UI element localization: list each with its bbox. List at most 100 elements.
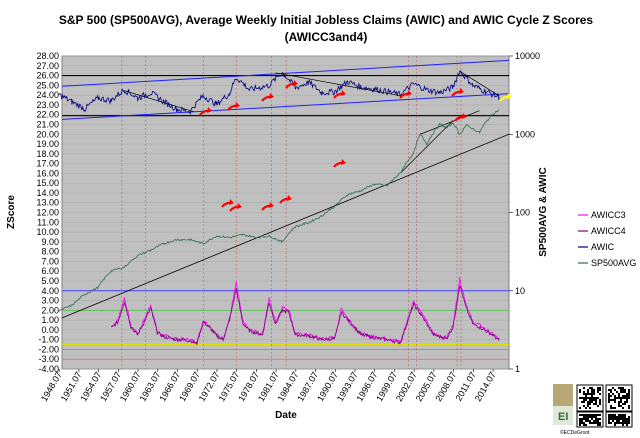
qr-module xyxy=(622,420,624,422)
qr-module xyxy=(610,407,612,409)
x-axis-ticks: 1948.071951.071954.071957.071960.071963.… xyxy=(39,369,498,403)
qr-module xyxy=(618,401,620,403)
qr-module xyxy=(618,403,620,405)
qr-module xyxy=(591,395,593,397)
qr-module xyxy=(628,397,630,399)
qr-module xyxy=(624,391,626,393)
qr-module xyxy=(593,399,595,401)
qr-module xyxy=(593,414,595,416)
qr-module xyxy=(622,422,624,424)
qr-module xyxy=(599,393,601,395)
cycle-vlines xyxy=(121,56,462,369)
qr-module xyxy=(599,422,601,424)
qr-module xyxy=(628,393,630,395)
qr-module xyxy=(628,395,630,397)
y2-tick-label: 10 xyxy=(515,286,525,296)
qr-module xyxy=(628,389,630,391)
qr-module xyxy=(624,395,626,397)
legend-label: AWIC xyxy=(591,242,615,252)
y-tick-label: 10.00 xyxy=(36,227,59,237)
qr-module xyxy=(608,389,610,391)
qr-module xyxy=(610,391,612,393)
qr-module xyxy=(624,414,626,416)
qr-module xyxy=(608,393,610,395)
qr-module xyxy=(608,418,610,420)
y-tick-label: 7.00 xyxy=(41,256,59,266)
qr-module xyxy=(587,405,589,407)
qr-module xyxy=(593,389,595,391)
qr-module xyxy=(620,414,622,416)
qr-module xyxy=(624,422,626,424)
qr-module xyxy=(591,414,593,416)
signal-arrow-head xyxy=(462,113,467,119)
qr-module xyxy=(618,416,620,418)
y-axis-label: ZScore xyxy=(6,195,17,229)
signal-arrow-head xyxy=(235,102,240,108)
qr-module xyxy=(583,397,585,399)
qr-module xyxy=(622,387,624,389)
qr-module xyxy=(626,418,628,420)
qr-module xyxy=(620,391,622,393)
qr-module xyxy=(579,422,581,424)
qr-module xyxy=(622,418,624,420)
qr-module xyxy=(610,416,612,418)
qr-module xyxy=(620,405,622,407)
qr-module xyxy=(628,391,630,393)
qr-module xyxy=(595,401,597,403)
qr-module xyxy=(579,420,581,422)
qr-module xyxy=(626,395,628,397)
qr-module xyxy=(595,418,597,420)
qr-module xyxy=(591,399,593,401)
qr-module xyxy=(618,387,620,389)
qr-module xyxy=(587,391,589,393)
qr-module xyxy=(620,389,622,391)
qr-module xyxy=(622,389,624,391)
signal-arrow-head xyxy=(507,93,512,99)
y2-tick-label: 10000 xyxy=(515,51,540,61)
signal-arrow-head xyxy=(459,88,464,94)
qr-module xyxy=(589,420,591,422)
qr-module xyxy=(579,407,581,409)
qr-module xyxy=(624,420,626,422)
logo-block: EI ©ECDeGroot xyxy=(553,384,633,436)
qr-module xyxy=(618,395,620,397)
trend-lines xyxy=(61,59,510,319)
qr-module xyxy=(579,391,581,393)
qr-module xyxy=(589,414,591,416)
qr-module xyxy=(628,416,630,418)
qr-module xyxy=(622,395,624,397)
qr-module xyxy=(612,407,614,409)
qr-module xyxy=(579,424,581,426)
qr-module xyxy=(622,416,624,418)
qr-module xyxy=(581,401,583,403)
qr-module xyxy=(612,399,614,401)
qr-module xyxy=(628,407,630,409)
qr-module xyxy=(610,414,612,416)
x-axis-label: Date xyxy=(275,410,297,421)
qr-module xyxy=(616,416,618,418)
qr-module xyxy=(614,397,616,399)
qr-module xyxy=(612,416,614,418)
y-tick-label: 16.00 xyxy=(36,168,59,178)
y-tick-label: 25.00 xyxy=(36,80,59,90)
qr-module xyxy=(591,422,593,424)
qr-module xyxy=(610,395,612,397)
y-tick-label: 15.00 xyxy=(36,178,59,188)
qr-module xyxy=(612,418,614,420)
qr-module xyxy=(608,399,610,401)
qr-module xyxy=(624,416,626,418)
qr-module xyxy=(608,401,610,403)
sp500-up-trend xyxy=(400,120,454,174)
qr-module xyxy=(589,407,591,409)
signal-arrow-head xyxy=(407,90,412,96)
qr-module xyxy=(614,407,616,409)
qr-module xyxy=(593,416,595,418)
signal-arrow-head xyxy=(341,159,346,165)
qr-module xyxy=(614,424,616,426)
qr-module xyxy=(589,403,591,405)
qr-module xyxy=(593,422,595,424)
qr-module xyxy=(595,399,597,401)
qr-module xyxy=(599,418,601,420)
qr-module xyxy=(595,397,597,399)
